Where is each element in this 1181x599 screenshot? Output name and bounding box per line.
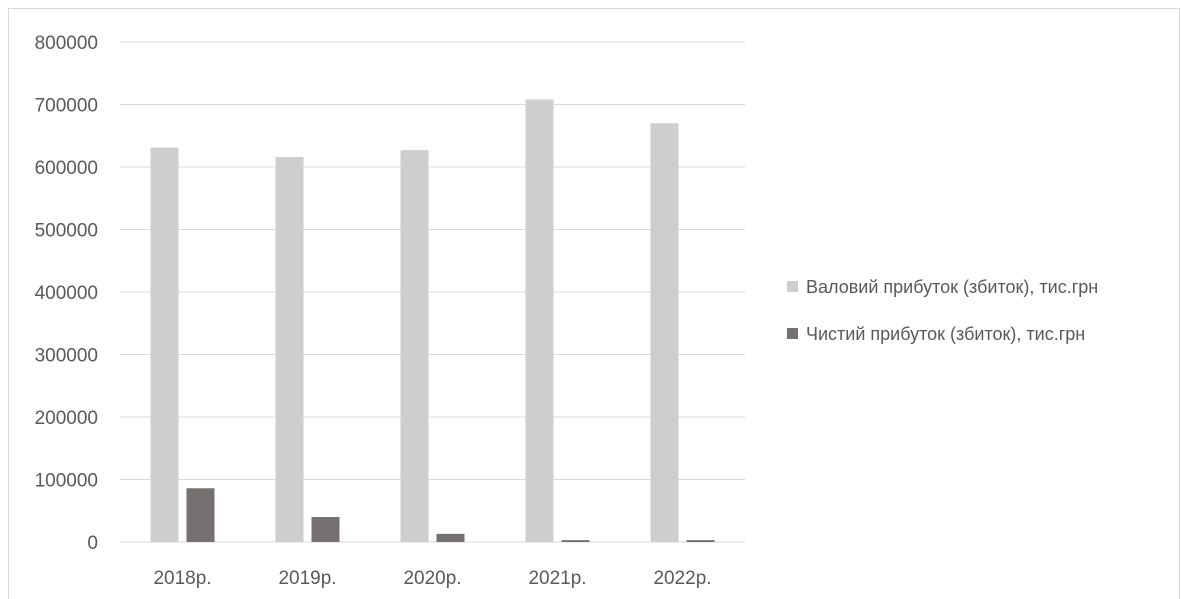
bar-net-profit bbox=[437, 534, 465, 542]
bar-net-profit bbox=[187, 488, 215, 542]
y-tick-label: 200000 bbox=[35, 408, 98, 429]
x-tick-label: 2020р. bbox=[403, 568, 461, 589]
y-tick-label: 0 bbox=[87, 533, 98, 554]
y-tick-label: 300000 bbox=[35, 346, 98, 367]
legend: Валовий прибуток (збиток), тис.грн Чистий… bbox=[787, 277, 1098, 344]
x-tick-label: 2019р. bbox=[278, 568, 336, 589]
bar-gross-profit bbox=[151, 148, 179, 542]
y-tick-label: 700000 bbox=[35, 96, 98, 117]
legend-swatch bbox=[787, 281, 798, 292]
bar-gross-profit bbox=[401, 150, 429, 542]
bar-net-profit bbox=[687, 540, 715, 542]
y-tick-label: 600000 bbox=[35, 158, 98, 179]
x-tick-label: 2022р. bbox=[653, 568, 711, 589]
bar-gross-profit bbox=[276, 157, 304, 542]
bar-gross-profit bbox=[526, 100, 554, 543]
y-tick-label: 100000 bbox=[35, 471, 98, 492]
x-tick-label: 2018р. bbox=[153, 568, 211, 589]
bar-net-profit bbox=[312, 517, 340, 542]
y-tick-label: 500000 bbox=[35, 221, 98, 242]
bar-net-profit bbox=[562, 540, 590, 542]
y-tick-label: 400000 bbox=[35, 283, 98, 304]
bar-gross-profit bbox=[651, 123, 679, 542]
legend-swatch bbox=[787, 328, 798, 339]
legend-label: Валовий прибуток (збиток), тис.грн bbox=[806, 277, 1098, 297]
legend-label: Чистий прибуток (збиток), тис.грн bbox=[806, 324, 1085, 344]
x-axis-tick-labels: 2018р. 2019р. 2020р. 2021р. 2022р. bbox=[153, 568, 711, 589]
y-axis-tick-labels: 0 100000 200000 300000 400000 500000 600000 700… bbox=[35, 33, 98, 554]
bars bbox=[151, 100, 715, 543]
y-tick-label: 800000 bbox=[35, 33, 98, 54]
x-tick-label: 2021р. bbox=[528, 568, 586, 589]
